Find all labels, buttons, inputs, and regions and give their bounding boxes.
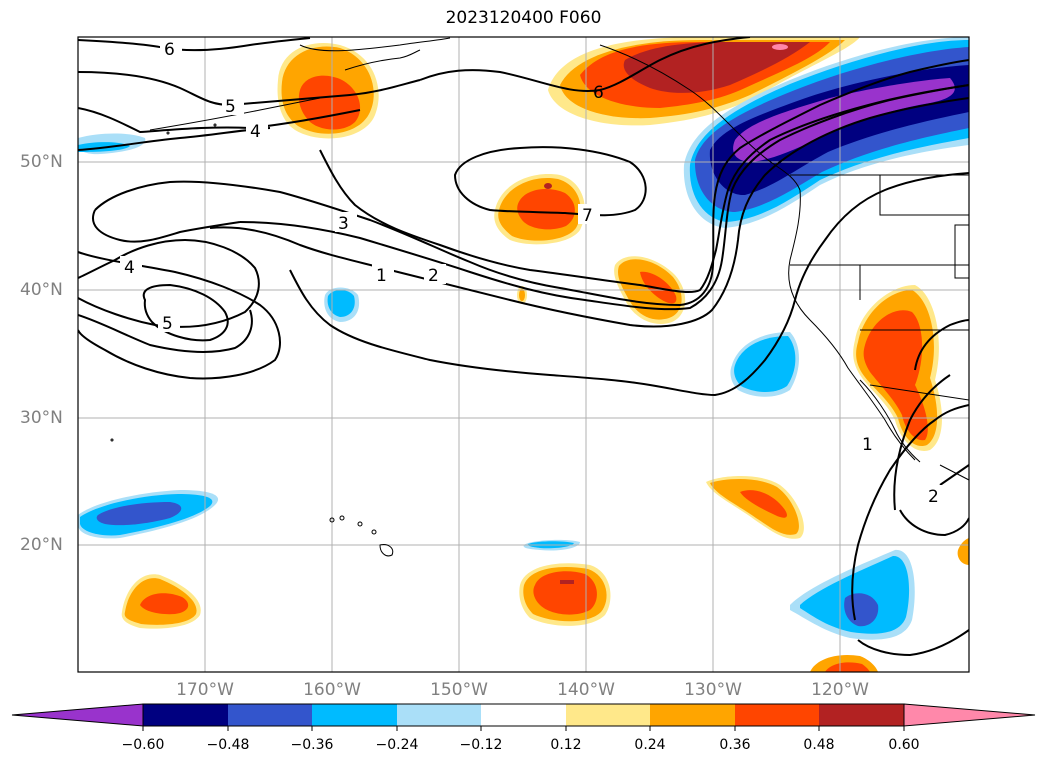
coastlines (110, 37, 969, 557)
lon-label-140w: 140°W (557, 680, 615, 700)
colorbar-tick-neg-036: −0.36 (290, 737, 334, 753)
colorbar-bin-neg-024 (397, 704, 481, 726)
map-title: 2023120400 F060 (445, 8, 602, 28)
lon-label-170w: 170°W (176, 680, 234, 700)
contour-label-6-ne: 6 (593, 83, 604, 103)
contour-label-5-sw: 5 (162, 314, 173, 334)
colorbar-bin-neg-060 (143, 704, 228, 726)
colorbar-tick-neg-012: −0.12 (459, 737, 503, 753)
plot-frame (77, 36, 970, 673)
colorbar-bin-pos-036 (735, 704, 819, 726)
colorbar-tick-pos-048: 0.48 (803, 737, 835, 753)
contour-lines (78, 37, 969, 657)
positive-blob-aleutian (277, 43, 379, 139)
lon-label-130w: 130°W (684, 680, 742, 700)
colorbar-bin-pos-024 (650, 704, 735, 726)
lon-label-150w: 150°W (430, 680, 488, 700)
lat-label-50n: 50°N (20, 152, 63, 172)
contour-label-2-se: 2 (928, 487, 939, 507)
lon-label-120w: 120°W (811, 680, 869, 700)
positive-blob-alaska (548, 37, 860, 126)
contour-label-4-nw: 4 (250, 122, 261, 142)
colorbar-tick-pos-036: 0.36 (719, 737, 751, 753)
lat-label-30n: 30°N (20, 408, 63, 428)
colorbar-tick-pos-060: 0.60 (888, 737, 920, 753)
contour-label-2: 2 (428, 266, 439, 286)
lat-label-40n: 40°N (20, 280, 63, 300)
colorbar-extend-high (903, 703, 1036, 727)
colorbar-tick-neg-060: −0.60 (121, 737, 165, 753)
colorbar-tick-neg-024: −0.24 (375, 737, 419, 753)
negative-blob-pacific-northwest (683, 37, 969, 228)
contour-label-7: 7 (582, 206, 593, 226)
contour-label-3: 3 (338, 214, 349, 234)
colorbar-bin-neutral (481, 704, 566, 726)
colorbar-tick-pos-012: 0.12 (550, 737, 582, 753)
colorbar-bin-pos-012 (566, 704, 650, 726)
negative-blob-hawaii-west (78, 490, 580, 551)
colorbar-bin-pos-048 (819, 704, 904, 726)
positive-blob-california (853, 285, 942, 451)
contour-label-1-se: 1 (862, 435, 873, 455)
contour-label-6-nw: 6 (164, 40, 175, 60)
contour-label-1: 1 (376, 266, 387, 286)
lat-label-20n: 20°N (20, 535, 63, 555)
positive-blob-subtropical (121, 476, 969, 672)
colorbar-tick-pos-024: 0.24 (634, 737, 666, 753)
anomaly-fill-layer (78, 37, 969, 672)
colorbar-bin-neg-048 (228, 704, 312, 726)
colorbar-bin-neg-036 (312, 704, 397, 726)
colorbar (11, 703, 1036, 731)
contour-label-4-sw: 4 (124, 258, 135, 278)
colorbar-extend-low (11, 703, 144, 727)
contour-label-layer: 6 5 4 3 1 2 7 4 5 6 1 2 (120, 38, 945, 507)
graticule (78, 37, 969, 672)
positive-blob-central (494, 174, 585, 245)
lon-label-160w: 160°W (303, 680, 361, 700)
contour-label-5-nw: 5 (225, 97, 236, 117)
colorbar-tick-neg-048: −0.48 (206, 737, 250, 753)
